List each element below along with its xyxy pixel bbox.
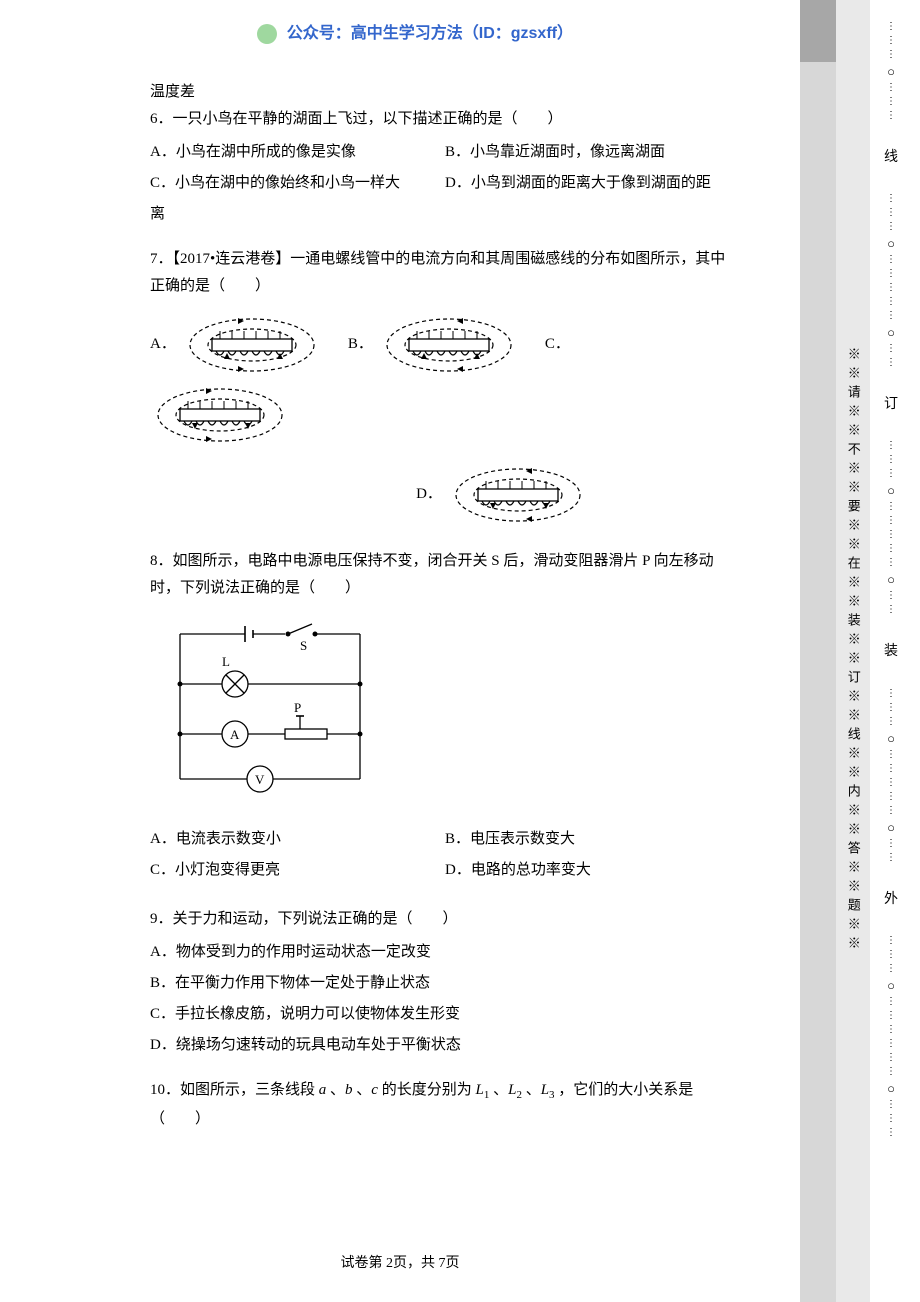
header-text: 公众号：高中生学习方法（ID：gzsxff） bbox=[287, 25, 573, 42]
svg-text:P: P bbox=[294, 700, 301, 715]
q10-mid: 的长度分别为 bbox=[378, 1082, 476, 1098]
q9-opt-b: B．在平衡力作用下物体一定处于静止状态 bbox=[150, 970, 740, 997]
q10-var-a: a bbox=[319, 1082, 327, 1098]
q6-opt-a: A．小鸟在湖中所成的像是实像 bbox=[150, 139, 445, 166]
svg-text:S: S bbox=[300, 638, 307, 653]
vertical-text-column: ※※请※※不※※要※※在※※装※※订※※线※※内※※答※※题※※ bbox=[836, 0, 870, 1302]
q8-opt-a: A．电流表示数变小 bbox=[150, 826, 445, 853]
q7-opt-d-label: D． bbox=[416, 481, 442, 508]
header-banner: 公众号：高中生学习方法（ID：gzsxff） bbox=[90, 20, 740, 49]
intro-tail: 温度差 bbox=[150, 79, 740, 106]
margin-vertical-text: ※※请※※不※※要※※在※※装※※订※※线※※内※※答※※题※※ bbox=[841, 347, 864, 955]
q10-sub2: 2 bbox=[516, 1089, 522, 1101]
svg-text:V: V bbox=[255, 772, 265, 787]
margin-char: 外 bbox=[884, 887, 898, 912]
q7-opt-b-label: B． bbox=[348, 331, 373, 358]
q6-opt-d: D．小鸟到湖面的距离大于像到湖面的距 bbox=[445, 170, 740, 197]
page-container: 公众号：高中生学习方法（ID：gzsxff） 温度差 6．一只小鸟在平静的湖面上… bbox=[0, 0, 920, 1302]
margin-char: 订 bbox=[884, 392, 898, 417]
q7-stem: 7．【2017•连云港卷】一通电螺线管中的电流方向和其周围磁感线的分布如图所示，… bbox=[150, 246, 740, 300]
question-9: 9．关于力和运动，下列说法正确的是（ ） A．物体受到力的作用时运动状态一定改变… bbox=[150, 906, 740, 1059]
gray-strip bbox=[800, 0, 836, 1302]
q8-opt-c: C．小灯泡变得更亮 bbox=[150, 857, 445, 884]
margin-char: 线 bbox=[884, 145, 898, 170]
q8-opt-b: B．电压表示数变大 bbox=[445, 826, 740, 853]
question-7: 7．【2017•连云港卷】一通电螺线管中的电流方向和其周围磁感线的分布如图所示，… bbox=[150, 246, 740, 530]
q8-opt-d: D．电路的总功率变大 bbox=[445, 857, 740, 884]
q10-L1: L bbox=[475, 1082, 483, 1098]
gray-block bbox=[800, 0, 836, 62]
q7-diagrams-row2: D． bbox=[290, 460, 740, 530]
q10-L3: L bbox=[541, 1082, 549, 1098]
solenoid-icon bbox=[150, 380, 290, 450]
content-area: 公众号：高中生学习方法（ID：gzsxff） 温度差 6．一只小鸟在平静的湖面上… bbox=[0, 0, 800, 1302]
q9-opt-d: D．绕操场匀速转动的玩具电动车处于平衡状态 bbox=[150, 1032, 740, 1059]
q10-sub1: 1 bbox=[484, 1089, 490, 1101]
page-footer: 试卷第 2页，共 7页 bbox=[0, 1251, 800, 1276]
circuit-icon: S L A bbox=[160, 614, 380, 804]
q9-stem: 9．关于力和运动，下列说法正确的是（ ） bbox=[150, 906, 740, 933]
margin-area: ※※请※※不※※要※※在※※装※※订※※线※※内※※答※※题※※ ⋮⋮⋮○⋮⋮⋮… bbox=[800, 0, 920, 1302]
question-6: 6．一只小鸟在平静的湖面上飞过，以下描述正确的是（ ） A．小鸟在湖中所成的像是… bbox=[150, 106, 740, 228]
q7-diagrams-row1: A． B． bbox=[150, 310, 740, 450]
q7-opt-a-label: A． bbox=[150, 331, 176, 358]
q9-opt-c: C．手拉长橡皮筋，说明力可以使物体发生形变 bbox=[150, 1001, 740, 1028]
q6-stem: 6．一只小鸟在平静的湖面上飞过，以下描述正确的是（ ） bbox=[150, 106, 740, 133]
q10-prefix: 10．如图所示，三条线段 bbox=[150, 1082, 319, 1098]
q8-circuit-diagram: S L A bbox=[160, 614, 740, 814]
solenoid-icon bbox=[379, 310, 519, 380]
solenoid-icon bbox=[182, 310, 322, 380]
svg-text:L: L bbox=[222, 654, 230, 669]
wechat-logo-icon bbox=[257, 24, 277, 44]
q8-stem: 8．如图所示，电路中电源电压保持不变，闭合开关 S 后，滑动变阻器滑片 P 向左… bbox=[150, 548, 740, 602]
margin-char: 装 bbox=[884, 639, 898, 664]
q10-var-b: b bbox=[345, 1082, 353, 1098]
solenoid-icon bbox=[448, 460, 588, 530]
q9-opt-a: A．物体受到力的作用时运动状态一定改变 bbox=[150, 939, 740, 966]
question-10: 10．如图所示，三条线段 a 、b 、c 的长度分别为 L1 、L2 、L3 ，… bbox=[150, 1077, 740, 1133]
q6-opt-b: B．小鸟靠近湖面时，像远离湖面 bbox=[445, 139, 740, 166]
q10-stem: 10．如图所示，三条线段 a 、b 、c 的长度分别为 L1 、L2 、L3 ，… bbox=[150, 1077, 740, 1133]
svg-text:A: A bbox=[230, 727, 240, 742]
question-8: 8．如图所示，电路中电源电压保持不变，闭合开关 S 后，滑动变阻器滑片 P 向左… bbox=[150, 548, 740, 888]
q7-opt-c-label: C． bbox=[545, 331, 570, 358]
q6-opt-d-tail: 离 bbox=[150, 201, 740, 228]
q6-opt-c: C．小鸟在湖中的像始终和小鸟一样大 bbox=[150, 170, 445, 197]
q10-var-c: c bbox=[371, 1082, 378, 1098]
dotted-column: ⋮⋮⋮○⋮⋮⋮线⋮⋮⋮○⋮⋮⋮⋮⋮○⋮⋮订⋮⋮⋮○⋮⋮⋮⋮⋮○⋮⋮装⋮⋮⋮○⋮⋮… bbox=[870, 0, 912, 1302]
